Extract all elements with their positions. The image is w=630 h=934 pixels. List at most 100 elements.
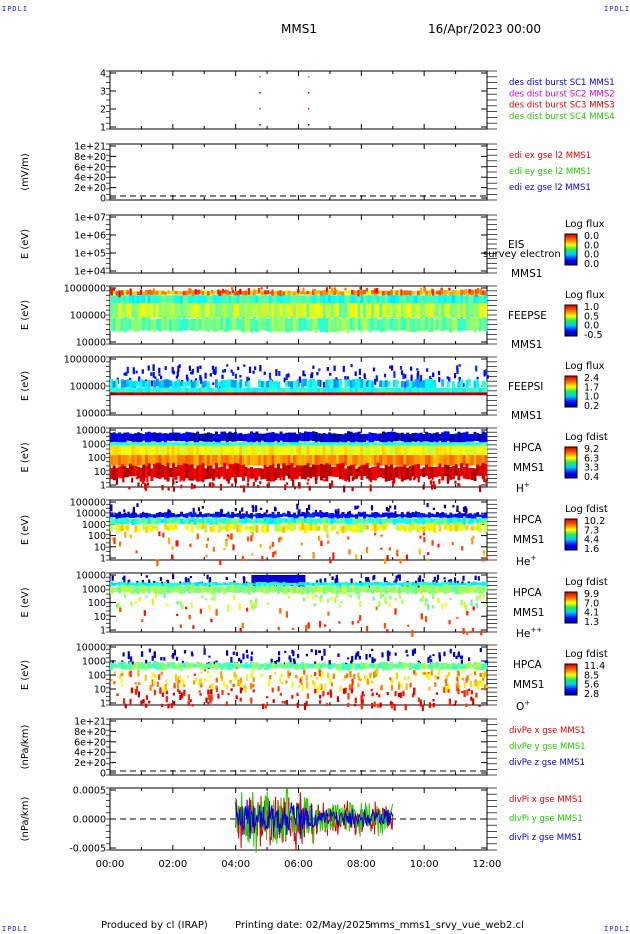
spectrogram-cell (303, 575, 306, 587)
spectrogram-cell (279, 431, 283, 441)
spectrogram-cell (336, 295, 340, 304)
spectrogram-cell (441, 303, 445, 318)
spectrogram-cell (301, 455, 305, 466)
spectrogram-cell (470, 289, 474, 296)
spectrogram-cell (190, 583, 194, 586)
spectrogram-cell (250, 518, 253, 524)
spectrogram-cell (141, 619, 144, 622)
spectrogram-cell (379, 319, 383, 333)
spectrogram-cell (312, 303, 315, 318)
spectrogram-cell (360, 662, 364, 671)
spectrogram-cell (422, 484, 425, 490)
spectrogram-cell (188, 387, 192, 393)
spectrogram-cell (465, 290, 469, 297)
spectrogram-cell (142, 584, 146, 595)
spectrogram-cell (312, 512, 315, 518)
spectrogram-cell (115, 433, 119, 442)
spectrogram-cell (438, 513, 442, 517)
spectrogram-cell (215, 581, 218, 586)
spectrogram-cell (285, 295, 288, 304)
feepse-y-tick-label: 10000 (76, 338, 106, 349)
feepse-colorbar (564, 304, 578, 337)
spectrogram-cell (468, 583, 472, 587)
spectrogram-cell (120, 673, 123, 676)
spectrogram-cell (154, 593, 157, 598)
spectrogram-cell (319, 578, 322, 584)
spectrogram-cell (422, 517, 426, 525)
spectrogram-cell (181, 692, 184, 699)
spectrogram-cell (387, 445, 391, 456)
spectrogram-cell (384, 582, 388, 586)
spectrogram-cell (128, 661, 132, 671)
spectrogram-cell (237, 679, 240, 687)
spectrogram-cell (196, 380, 200, 387)
spectrogram-cell (352, 584, 356, 593)
spectrogram-cell (334, 578, 337, 585)
spectrogram-cell (197, 507, 200, 512)
spectrogram-cell (295, 575, 299, 586)
spectrogram-cell (268, 372, 272, 379)
spectrogram-cell (180, 445, 183, 456)
spectrogram-cell (322, 433, 326, 443)
spectrogram-cell (263, 581, 267, 587)
spectrogram-cell (201, 290, 205, 296)
spectrogram-cell (457, 652, 460, 658)
spectrogram-cell (376, 517, 380, 525)
spectrogram-cell (266, 582, 270, 586)
spectrogram-cell (131, 295, 135, 304)
spectrogram-cell (347, 702, 350, 707)
spectrogram-cell (147, 303, 151, 318)
spectrogram-cell (406, 316, 410, 332)
spectrogram-cell (185, 290, 189, 296)
spectrogram-cell (352, 432, 356, 444)
spectrogram-cell (163, 379, 167, 389)
spectrogram-cell (201, 392, 205, 396)
spectrogram-cell (280, 536, 283, 540)
spectrogram-cell (395, 445, 399, 456)
spectrogram-cell (317, 512, 321, 517)
spectrogram-cell (406, 512, 410, 518)
spectrogram-cell (379, 518, 383, 525)
spectrogram-cell (155, 378, 159, 387)
spectrogram-cell (472, 606, 475, 611)
spectrogram-cell (322, 445, 326, 456)
spectrogram-cell (171, 513, 175, 517)
spectrogram-cell (123, 455, 127, 466)
spectrogram-cell (460, 442, 464, 446)
spectrogram-cell (368, 517, 372, 524)
spectrogram-cell (406, 586, 410, 595)
spectrogram-cell (166, 662, 170, 668)
spectrogram-cell (268, 517, 272, 525)
spectrogram-cell (266, 584, 270, 594)
hpca_he1-colorbar-tick-label: 4.4 (584, 535, 599, 546)
feepse-colorbar-tick-label: 0.5 (584, 311, 599, 322)
spectrogram-cell (161, 512, 165, 517)
spectrogram-cell (247, 316, 251, 331)
spectrogram-cell (303, 586, 307, 593)
spectrogram-cell (423, 537, 426, 543)
spectrogram-cell (382, 295, 385, 304)
spectrogram-cell (239, 524, 243, 533)
spectrogram-cell (399, 595, 402, 600)
spectrogram-cell (145, 289, 148, 296)
spectrogram-cell (387, 432, 391, 442)
spectrogram-cell (179, 475, 182, 482)
spectrogram-cell (333, 379, 337, 389)
hpca_he1-y-tick-label: 100 (88, 531, 106, 542)
spectrogram-cell (403, 455, 407, 466)
spectrogram-cell (204, 513, 208, 519)
feepsi-y-tick-label: 1000000 (64, 355, 106, 366)
spectrogram-cell (317, 464, 321, 477)
spectrogram-cell (142, 464, 146, 482)
spectrogram-cell (145, 432, 148, 443)
spectrogram-cell (290, 522, 294, 532)
spectrogram-cell (352, 445, 356, 456)
spectrogram-cell (166, 445, 170, 456)
spectrogram-cell (125, 371, 128, 376)
spectrogram-cell (376, 392, 380, 396)
spectrogram-cell (236, 463, 240, 477)
spectrogram-cell (309, 583, 313, 587)
spectrogram-cell (446, 663, 450, 670)
spectrogram-cell (384, 317, 388, 332)
spectrogram-cell (301, 581, 305, 586)
